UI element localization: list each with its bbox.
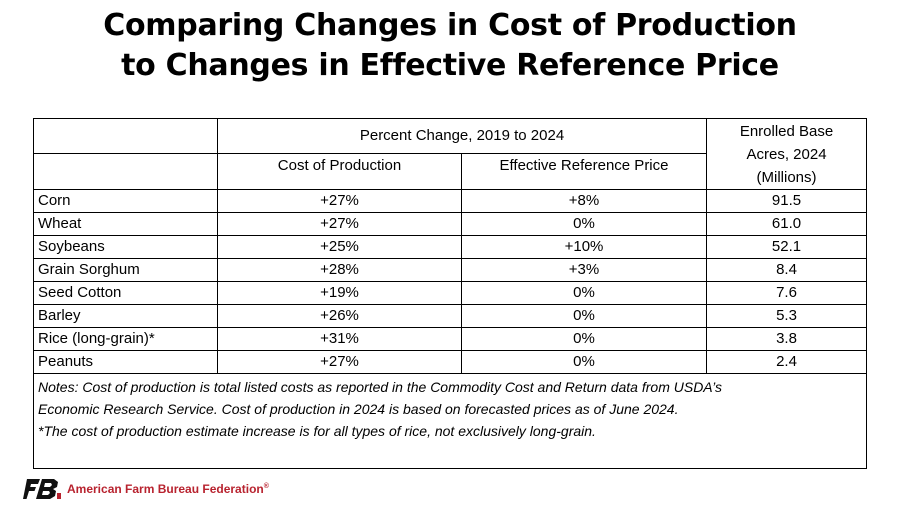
notes-row: Notes: Cost of production is total liste… [32,373,868,469]
crop-cell: Soybeans [33,235,218,259]
crop-cell: Grain Sorghum [33,258,218,282]
erp-cell: 0% [460,327,708,351]
header-blank-top [33,118,218,154]
fb-logo-icon [23,479,61,499]
acres-header: Enrolled Base Acres, 2024 (Millions) [706,118,868,190]
acres-cell: 2.4 [706,350,868,374]
acres-cell: 3.8 [706,327,868,351]
table-row: Seed Cotton +19% 0% 7.6 [33,281,868,305]
acres-cell: 7.6 [706,281,868,305]
cost-header: Cost of Production [217,152,462,191]
erp-cell: +3% [460,258,708,282]
table-row: Barley +26% 0% 5.3 [33,304,868,328]
notes-cell: Notes: Cost of production is total liste… [32,373,868,469]
cost-cell: +27% [217,189,462,213]
header-blank-sub [33,152,218,191]
comparison-table: Percent Change, 2019 to 2024 Enrolled Ba… [32,118,868,469]
erp-header: Effective Reference Price [460,152,708,191]
cost-cell: +25% [217,235,462,259]
crop-cell: Barley [33,304,218,328]
crop-cell: Corn [33,189,218,213]
acres-cell: 52.1 [706,235,868,259]
acres-cell: 61.0 [706,212,868,236]
title-line-1: Comparing Changes in Cost of Production [103,8,797,43]
erp-cell: +8% [460,189,708,213]
table-row: Soybeans +25% +10% 52.1 [33,235,868,259]
org-name: American Farm Bureau Federation® [67,482,269,496]
page-title: Comparing Changes in Cost of Production … [0,6,900,86]
cost-cell: +28% [217,258,462,282]
cost-cell: +26% [217,304,462,328]
notes-line-3: *The cost of production estimate increas… [38,423,596,439]
acres-cell: 8.4 [706,258,868,282]
footer-brand: American Farm Bureau Federation® [23,479,269,499]
cost-cell: +27% [217,212,462,236]
table-row: Corn +27% +8% 91.5 [33,189,868,213]
notes-line-2: Economic Research Service. Cost of produ… [38,401,679,417]
acres-cell: 91.5 [706,189,868,213]
notes-line-1: Notes: Cost of production is total liste… [38,379,722,395]
crop-cell: Wheat [33,212,218,236]
crop-cell: Rice (long-grain)* [33,327,218,351]
erp-cell: 0% [460,304,708,328]
crop-cell: Seed Cotton [33,281,218,305]
table-row: Grain Sorghum +28% +3% 8.4 [33,258,868,282]
header-row-top: Percent Change, 2019 to 2024 Enrolled Ba… [33,118,868,190]
table-row: Wheat +27% 0% 61.0 [33,212,868,236]
group-header: Percent Change, 2019 to 2024 [216,118,708,154]
cost-cell: +27% [217,350,462,374]
table-row: Rice (long-grain)* +31% 0% 3.8 [33,327,868,351]
registered-mark: ® [263,483,269,490]
title-line-2: to Changes in Effective Reference Price [121,48,779,83]
erp-cell: +10% [460,235,708,259]
acres-header-line-3: (Millions) [756,169,817,186]
acres-cell: 5.3 [706,304,868,328]
header-row-sub: Cost of Production Effective Reference P… [33,152,867,191]
table-row: Peanuts +27% 0% 2.4 [33,350,868,374]
erp-cell: 0% [460,350,708,374]
cost-cell: +31% [217,327,462,351]
crop-cell: Peanuts [33,350,218,374]
acres-header-line-1: Enrolled Base [739,123,834,140]
erp-cell: 0% [460,212,708,236]
erp-cell: 0% [460,281,708,305]
acres-header-line-2: Acres, 2024 [746,146,827,163]
cost-cell: +19% [217,281,462,305]
